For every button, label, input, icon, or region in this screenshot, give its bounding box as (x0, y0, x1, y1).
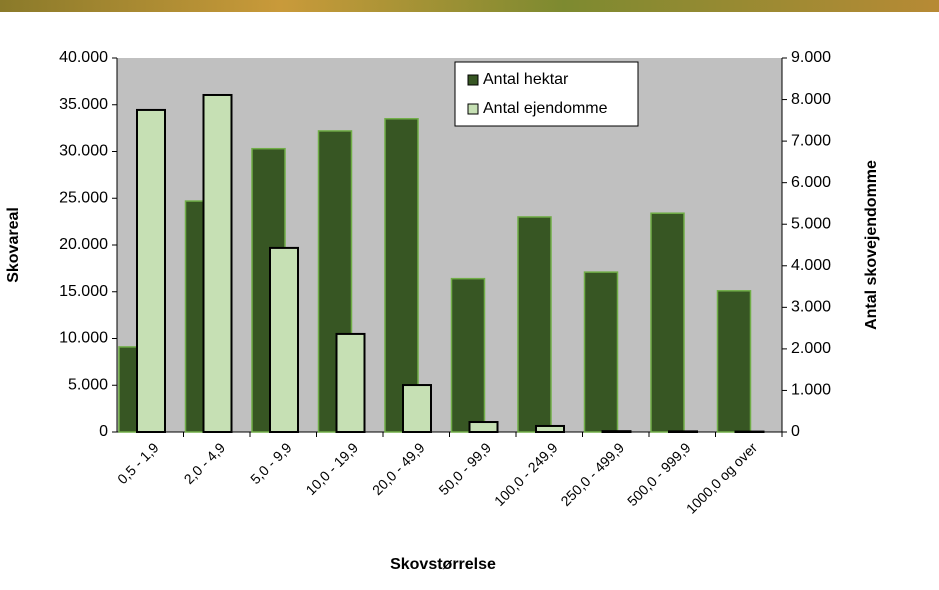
legend-box (454, 61, 639, 127)
bar (384, 118, 419, 433)
y-tick-label: 30.000 (59, 143, 108, 160)
x-tick-label: 5,0 - 9,9 (247, 439, 295, 487)
bar (601, 430, 632, 433)
y2-tick-label: 9.000 (791, 49, 831, 66)
x-tick-label: 20,0 - 49,9 (369, 439, 428, 498)
bar (335, 332, 366, 434)
y2-tick-label: 3.000 (791, 299, 831, 316)
y2-tick-label: 1.000 (791, 382, 831, 399)
x-tick-label: 500,0 - 999,9 (624, 439, 694, 509)
y-tick-label: 20.000 (59, 236, 108, 253)
y2-tick-label: 0 (791, 423, 800, 440)
y-tick-label: 25.000 (59, 189, 108, 206)
y-tick-label: 5.000 (68, 376, 108, 393)
bar (450, 277, 486, 433)
y-tick-label: 0 (99, 423, 108, 440)
legend-swatch (467, 74, 479, 86)
legend: Antal hektar Antal ejendomme (454, 61, 639, 127)
x-tick-label: 50,0 - 99,9 (435, 439, 494, 498)
y-tick-label: 35.000 (59, 96, 108, 113)
y2-tick-label: 4.000 (791, 257, 831, 274)
y-tick-label: 40.000 (59, 49, 108, 66)
y-tick-label: 15.000 (59, 283, 108, 300)
bar (535, 424, 565, 434)
y2-tick-label: 6.000 (791, 174, 831, 191)
bar (650, 212, 685, 433)
bar (668, 430, 698, 434)
bar (716, 290, 752, 433)
y2-tick-label: 8.000 (791, 91, 831, 108)
y2-tick-label: 7.000 (791, 132, 831, 149)
x-tick-label: 0,5 - 1,9 (114, 439, 162, 487)
bar (136, 108, 166, 433)
header-image (0, 0, 939, 12)
y-axis-title: Skovareal (5, 207, 22, 283)
bar (202, 93, 233, 434)
x-tick-label: 100,0 - 249,9 (491, 439, 561, 509)
y-tick-label: 10.000 (59, 330, 108, 347)
x-tick-label: 250,0 - 499,9 (557, 439, 627, 509)
legend-label: Antal hektar (483, 71, 569, 88)
x-tick-label: 2,0 - 4,9 (180, 439, 228, 487)
x-tick-label: 10,0 - 19,9 (302, 439, 361, 498)
bar (583, 271, 619, 433)
legend-swatch (467, 103, 479, 115)
bar (468, 421, 499, 434)
bar (402, 384, 432, 434)
bar (269, 246, 299, 433)
legend-label: Antal ejendomme (483, 100, 608, 117)
x-axis-title: Skovstørrelse (390, 556, 496, 573)
y2-tick-label: 5.000 (791, 215, 831, 232)
x-tick-label: 1000,0 og over (683, 439, 761, 517)
y2-tick-label: 2.000 (791, 340, 831, 357)
bar (517, 216, 552, 433)
y2-axis-title: Antal skovejendomme (863, 160, 880, 330)
